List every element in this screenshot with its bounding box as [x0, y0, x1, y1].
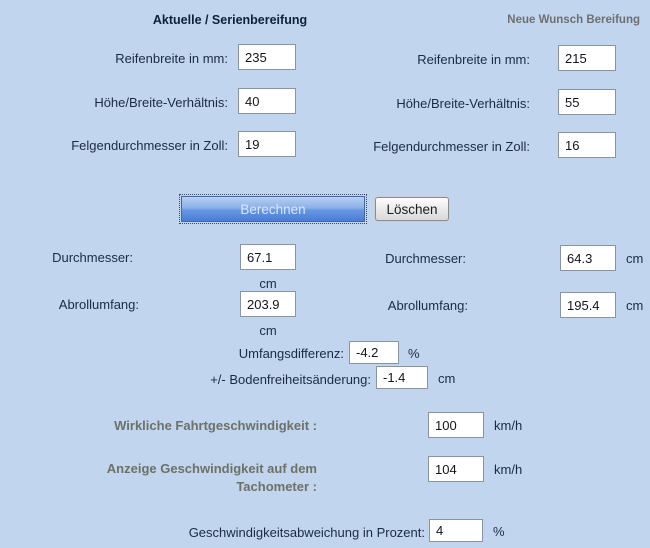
- label-rim-diameter-wish: Felgendurchmesser in Zoll:: [373, 139, 530, 154]
- input-tire-width-wish[interactable]: [558, 45, 616, 71]
- label-displayed-speed-line2: Tachometer :: [236, 479, 317, 494]
- label-aspect-ratio-wish: Höhe/Breite-Verhältnis:: [396, 96, 530, 111]
- label-tire-width-current: Reifenbreite in mm:: [115, 51, 228, 66]
- unit-cm-clearance: cm: [438, 371, 456, 386]
- unit-cm-diameter-wish: cm: [626, 251, 644, 266]
- label-circumference-difference: Umfangsdifferenz:: [238, 346, 344, 361]
- unit-cm-diameter-current: cm: [259, 276, 277, 291]
- unit-cm-circumference-wish: cm: [626, 298, 644, 313]
- input-tire-width-current[interactable]: [238, 44, 296, 70]
- label-circumference-wish: Abrollumfang:: [387, 298, 468, 313]
- output-circumference-difference[interactable]: [349, 341, 399, 364]
- label-aspect-ratio-current: Höhe/Breite-Verhältnis:: [94, 95, 228, 110]
- input-rim-diameter-wish[interactable]: [558, 132, 616, 158]
- unit-cm-circumference-current: cm: [259, 323, 277, 338]
- output-true-speed[interactable]: [428, 412, 484, 438]
- label-circumference-current: Abrollumfang:: [58, 297, 139, 312]
- unit-kmh-true-speed: km/h: [494, 418, 523, 433]
- output-ground-clearance-change[interactable]: [376, 366, 428, 389]
- label-true-speed: Wirkliche Fahrtgeschwindigkeit :: [114, 418, 317, 433]
- input-rim-diameter-current[interactable]: [238, 131, 296, 157]
- output-speed-deviation[interactable]: [429, 519, 483, 542]
- output-displayed-speed[interactable]: [428, 456, 484, 482]
- label-diameter-wish: Durchmesser:: [385, 251, 466, 266]
- heading-current-tires: Aktuelle / Serienbereifung: [152, 13, 308, 27]
- label-tire-width-wish: Reifenbreite in mm:: [417, 52, 530, 67]
- output-circumference-current[interactable]: [240, 291, 296, 317]
- unit-percent-speed-deviation: %: [493, 524, 505, 539]
- clear-button[interactable]: Löschen: [375, 197, 449, 221]
- label-rim-diameter-current: Felgendurchmesser in Zoll:: [71, 138, 228, 153]
- label-diameter-current: Durchmesser:: [52, 250, 133, 265]
- input-aspect-ratio-wish[interactable]: [558, 89, 616, 115]
- unit-percent-circ-diff: %: [408, 346, 420, 361]
- label-speed-deviation: Geschwindigkeitsabweichung in Prozent:: [188, 525, 425, 540]
- calculate-button[interactable]: Berechnen: [179, 194, 367, 224]
- output-diameter-current[interactable]: [240, 244, 296, 270]
- heading-wish-tires: Neue Wunsch Bereifung: [507, 14, 640, 26]
- label-displayed-speed-line1: Anzeige Geschwindigkeit auf dem: [106, 461, 317, 476]
- output-circumference-wish[interactable]: [560, 292, 616, 318]
- input-aspect-ratio-current[interactable]: [238, 88, 296, 114]
- output-diameter-wish[interactable]: [560, 245, 616, 271]
- unit-kmh-displayed-speed: km/h: [494, 462, 523, 477]
- label-ground-clearance-change: +/- Bodenfreiheitsänderung:: [210, 372, 371, 387]
